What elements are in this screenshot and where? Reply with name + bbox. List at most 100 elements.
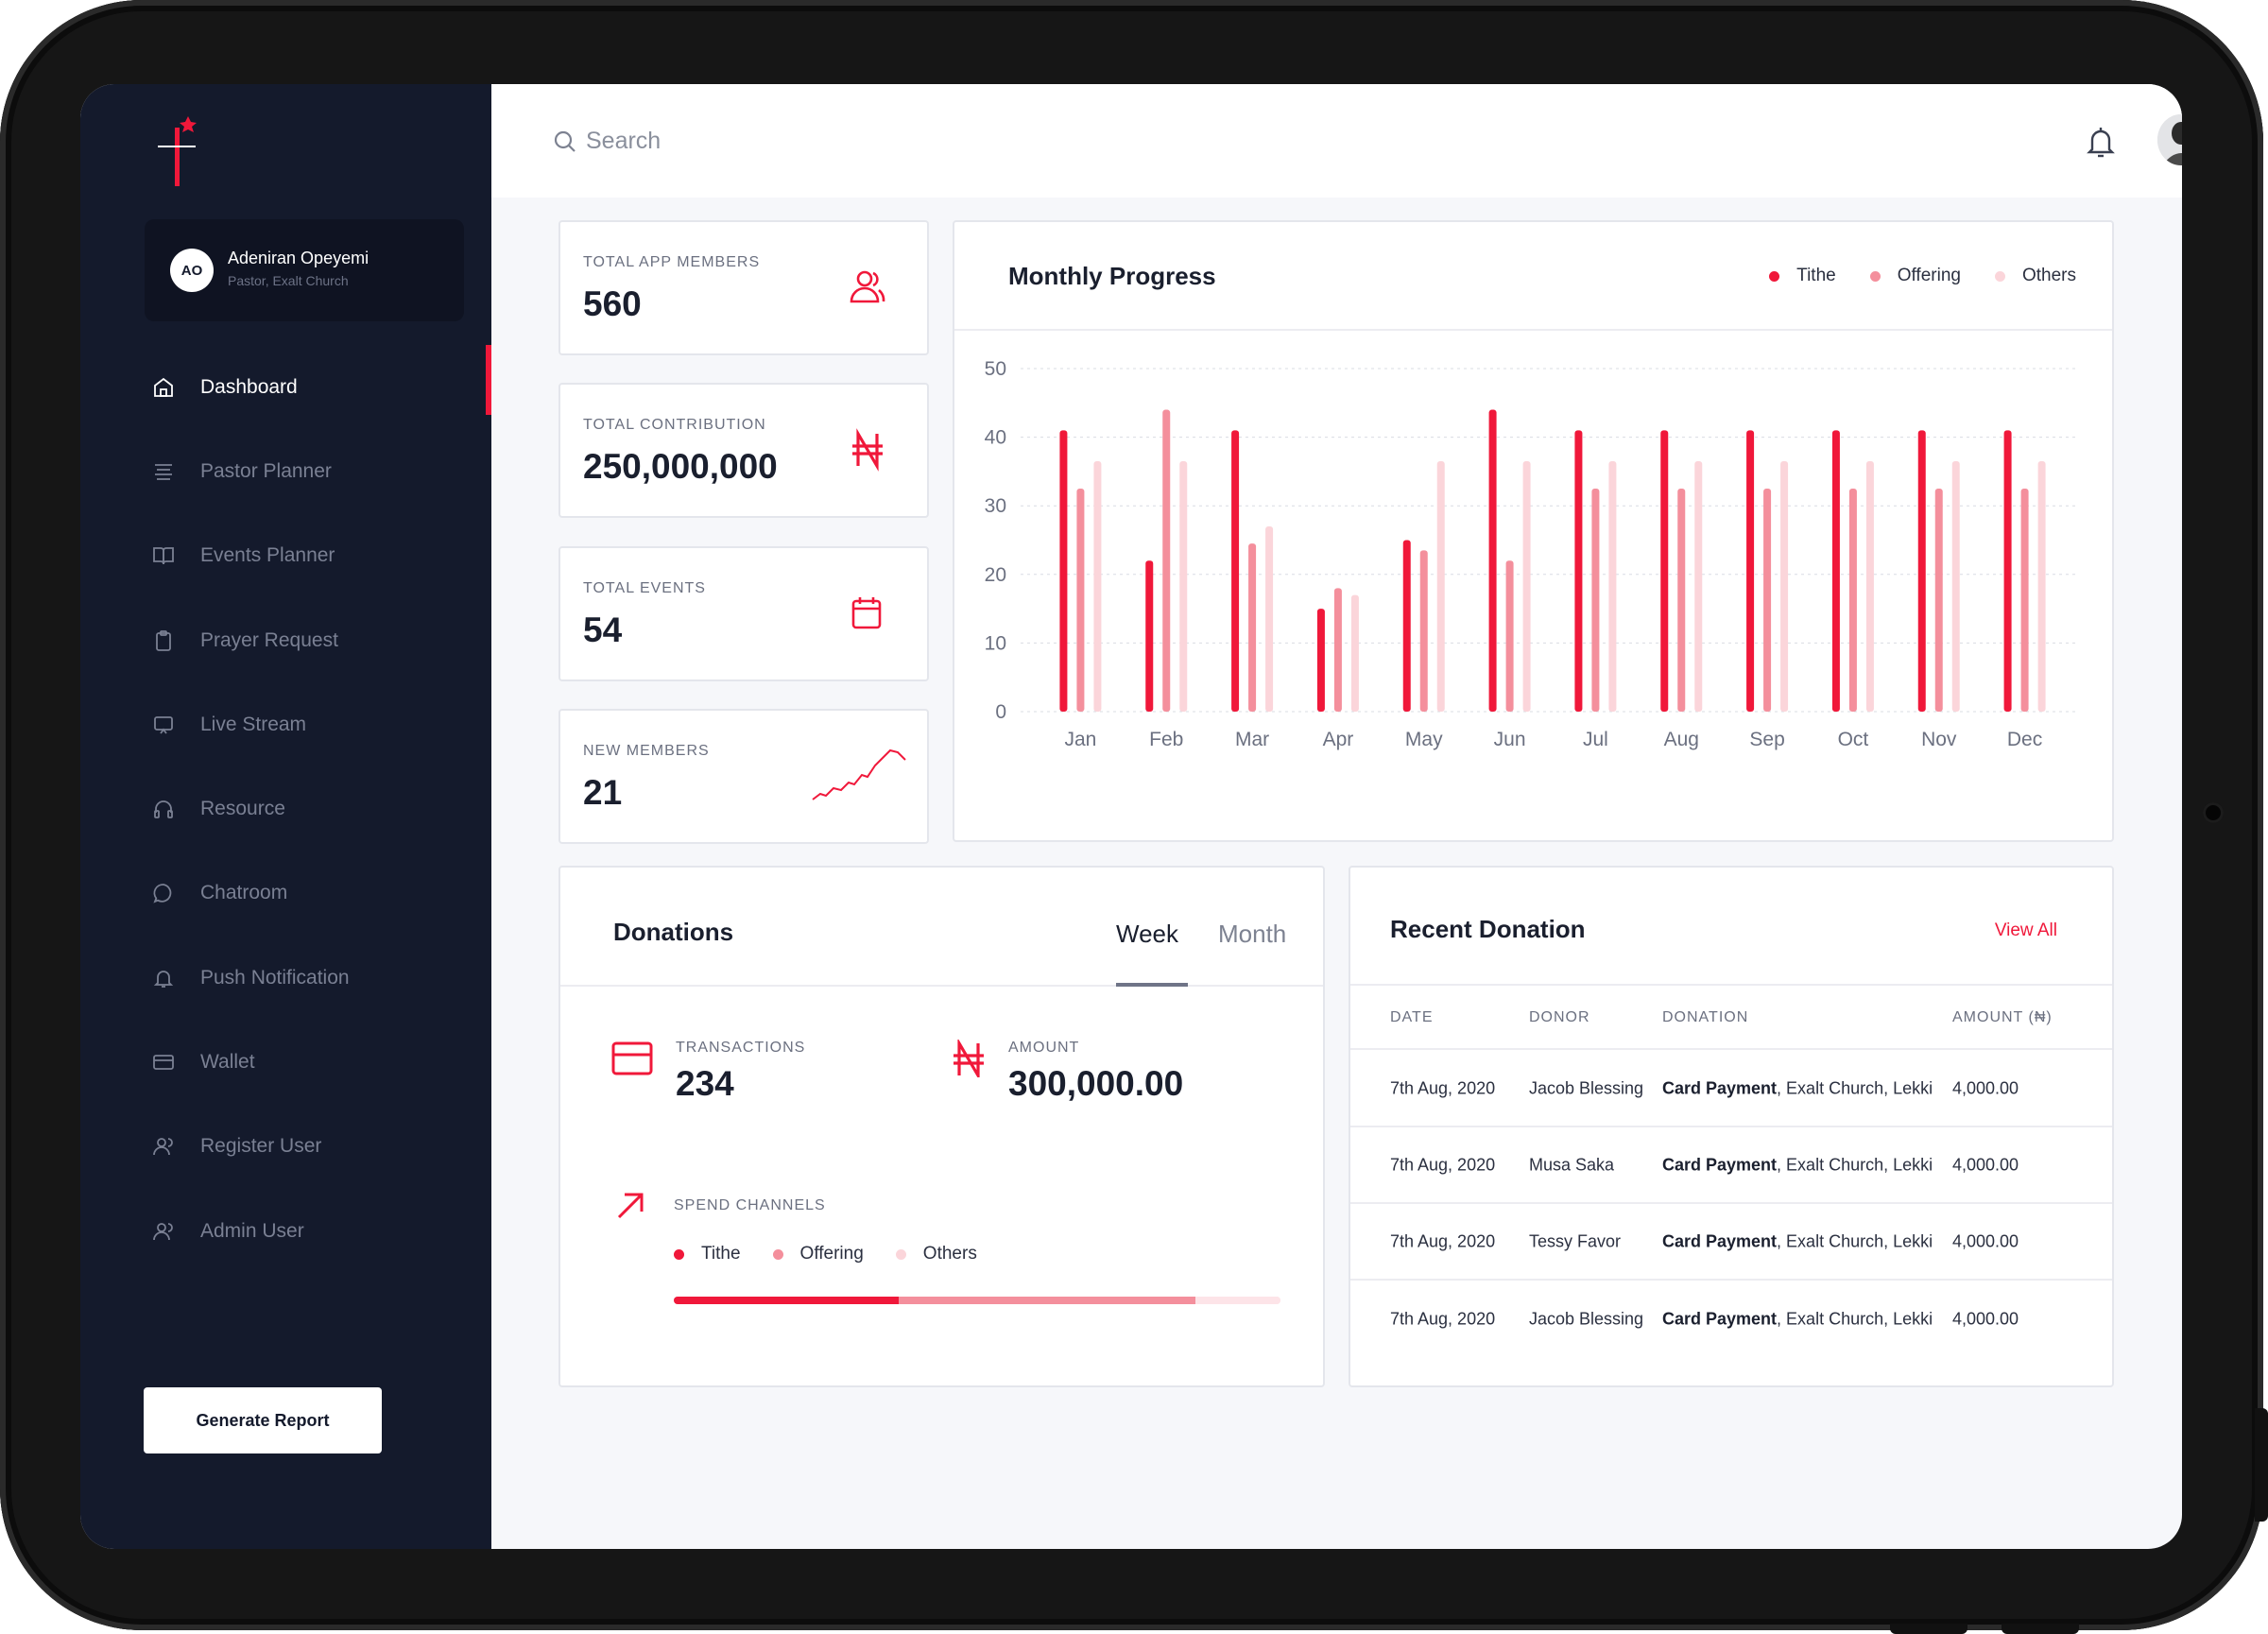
wallet-icon	[151, 1050, 176, 1075]
column-header-date: DATE	[1390, 1009, 1434, 1025]
x-tick-label: Jun	[1494, 729, 1526, 750]
stat-label: TOTAL EVENTS	[583, 580, 706, 596]
bar-tithe-nov[interactable]	[1917, 430, 1926, 712]
stat-value: 250,000,000	[583, 447, 778, 486]
bar-tithe-apr[interactable]	[1316, 609, 1325, 712]
bar-tithe-feb[interactable]	[1145, 560, 1154, 712]
legend-item-others: Others	[895, 1244, 977, 1264]
bar-others-oct[interactable]	[1865, 461, 1874, 712]
bar-tithe-mar[interactable]	[1231, 430, 1240, 712]
table-row[interactable]: 7th Aug, 2020 Musa Saka Card Payment, Exal…	[1350, 1127, 2112, 1204]
monthly-progress-card: Monthly Progress Tithe Offering Others 0…	[953, 220, 2114, 842]
donation-date: 7th Aug, 2020	[1390, 1078, 1496, 1097]
column-header-donor: DONOR	[1529, 1009, 1590, 1025]
bar-others-aug[interactable]	[1694, 461, 1703, 712]
bar-others-feb[interactable]	[1179, 461, 1188, 712]
sidebar-item-wallet[interactable]: Wallet	[80, 1020, 491, 1104]
bar-others-sep[interactable]	[1780, 461, 1789, 712]
sidebar-item-pastor-planner[interactable]: Pastor Planner	[80, 429, 491, 513]
bar-offering-oct[interactable]	[1848, 489, 1857, 712]
donor-name: Jacob Blessing	[1529, 1309, 1644, 1328]
bar-offering-sep[interactable]	[1763, 489, 1772, 712]
donor-name: Tessy Favor	[1529, 1231, 1622, 1250]
bar-others-may[interactable]	[1436, 461, 1445, 712]
bar-others-dec[interactable]	[2037, 461, 2046, 712]
active-tab-indicator	[1116, 983, 1188, 987]
spend-channels-label: SPEND CHANNELS	[674, 1197, 826, 1213]
sidebar-item-resource[interactable]: Resource	[80, 766, 491, 851]
sidebar-item-push-notification[interactable]: Push Notification	[80, 936, 491, 1020]
sidebar-item-label: Resource	[200, 798, 285, 820]
generate-report-button[interactable]: Generate Report	[144, 1387, 382, 1453]
sidebar-item-label: Register User	[200, 1135, 322, 1158]
transactions-value: 234	[676, 1064, 734, 1103]
donation-amount: 4,000.00	[1952, 1231, 2019, 1250]
donation-amount: 4,000.00	[1952, 1155, 2019, 1174]
bell-icon	[151, 966, 176, 990]
headphones-icon	[151, 797, 176, 821]
bar-others-apr[interactable]	[1350, 594, 1359, 712]
sidebar-item-prayer-request[interactable]: Prayer Request	[80, 598, 491, 682]
bar-offering-aug[interactable]	[1677, 489, 1686, 712]
tab-week[interactable]: Week	[1116, 920, 1178, 948]
sidebar-item-label: Admin User	[200, 1219, 304, 1242]
bar-others-jan[interactable]	[1093, 461, 1102, 712]
bar-tithe-sep[interactable]	[1746, 430, 1755, 712]
sidebar-item-register-user[interactable]: Register User	[80, 1105, 491, 1189]
bar-tithe-dec[interactable]	[2003, 430, 2012, 712]
bar-others-jul[interactable]	[1608, 461, 1617, 712]
spend-segment-tithe	[674, 1297, 899, 1304]
view-all-link[interactable]: View All	[1994, 920, 2057, 940]
bar-tithe-aug[interactable]	[1660, 430, 1669, 712]
bar-offering-may[interactable]	[1419, 550, 1428, 712]
sidebar-item-label: Live Stream	[200, 713, 307, 735]
bar-offering-mar[interactable]	[1248, 543, 1257, 712]
bar-offering-nov[interactable]	[1934, 489, 1943, 712]
x-tick-label: Jul	[1583, 729, 1608, 750]
bar-tithe-oct[interactable]	[1831, 430, 1840, 712]
sidebar-item-label: Chatroom	[200, 882, 288, 904]
church-logo	[154, 114, 201, 190]
donations-header: Donations Week Month	[560, 868, 1323, 987]
recent-header: Recent Donation View All	[1350, 868, 2112, 986]
users-icon	[846, 266, 889, 309]
sidebar-item-chatroom[interactable]: Chatroom	[80, 851, 491, 936]
bar-tithe-jun[interactable]	[1488, 409, 1497, 712]
table-row[interactable]: 7th Aug, 2020 Tessy Favor Card Payment, Ex…	[1350, 1204, 2112, 1281]
table-row[interactable]: 7th Aug, 2020 Jacob Blessing Card Payment,…	[1350, 1281, 2112, 1357]
bar-offering-jan[interactable]	[1076, 489, 1085, 712]
profile-card[interactable]: AO Adeniran Opeyemi Pastor, Exalt Church	[145, 219, 464, 321]
bar-tithe-jul[interactable]	[1574, 430, 1583, 712]
notification-bell-icon[interactable]	[2085, 124, 2117, 160]
bar-offering-apr[interactable]	[1333, 588, 1342, 712]
bar-others-jun[interactable]	[1522, 461, 1531, 712]
sidebar-item-admin-user[interactable]: Admin User	[80, 1189, 491, 1273]
bar-offering-jun[interactable]	[1505, 560, 1514, 712]
sidebar-item-events-planner[interactable]: Events Planner	[80, 514, 491, 598]
spend-segment-others	[1195, 1297, 1280, 1304]
bar-others-mar[interactable]	[1265, 525, 1274, 712]
donor-name: Jacob Blessing	[1529, 1078, 1644, 1097]
user-icon	[151, 1134, 176, 1159]
sidebar-item-live-stream[interactable]: Live Stream	[80, 682, 491, 766]
search-input[interactable]	[586, 122, 1153, 160]
bar-offering-jul[interactable]	[1591, 489, 1600, 712]
user-avatar[interactable]	[2157, 114, 2182, 165]
bar-offering-feb[interactable]	[1162, 409, 1171, 712]
stat-card-contribution: TOTAL CONTRIBUTION 250,000,000	[558, 383, 929, 518]
bar-offering-dec[interactable]	[2020, 489, 2029, 712]
stat-card-new-members: NEW MEMBERS 21	[558, 709, 929, 844]
sidebar-nav: Dashboard Pastor Planner Events Planner …	[80, 345, 491, 1273]
sidebar-item-label: Wallet	[200, 1051, 255, 1074]
table-row[interactable]: 7th Aug, 2020 Jacob Blessing Card Payment,…	[1350, 1051, 2112, 1127]
chart-legend: Tithe Offering Others	[1769, 266, 2076, 286]
bar-others-nov[interactable]	[1951, 461, 1960, 712]
stat-value: 21	[583, 773, 623, 812]
legend-item-offering: Offering	[772, 1244, 864, 1264]
tab-month[interactable]: Month	[1218, 920, 1287, 948]
y-tick-label: 40	[985, 427, 1006, 449]
sidebar-item-dashboard[interactable]: Dashboard	[80, 345, 491, 429]
user-icon	[151, 1219, 176, 1244]
bar-tithe-may[interactable]	[1402, 540, 1411, 713]
bar-tithe-jan[interactable]	[1059, 430, 1068, 712]
